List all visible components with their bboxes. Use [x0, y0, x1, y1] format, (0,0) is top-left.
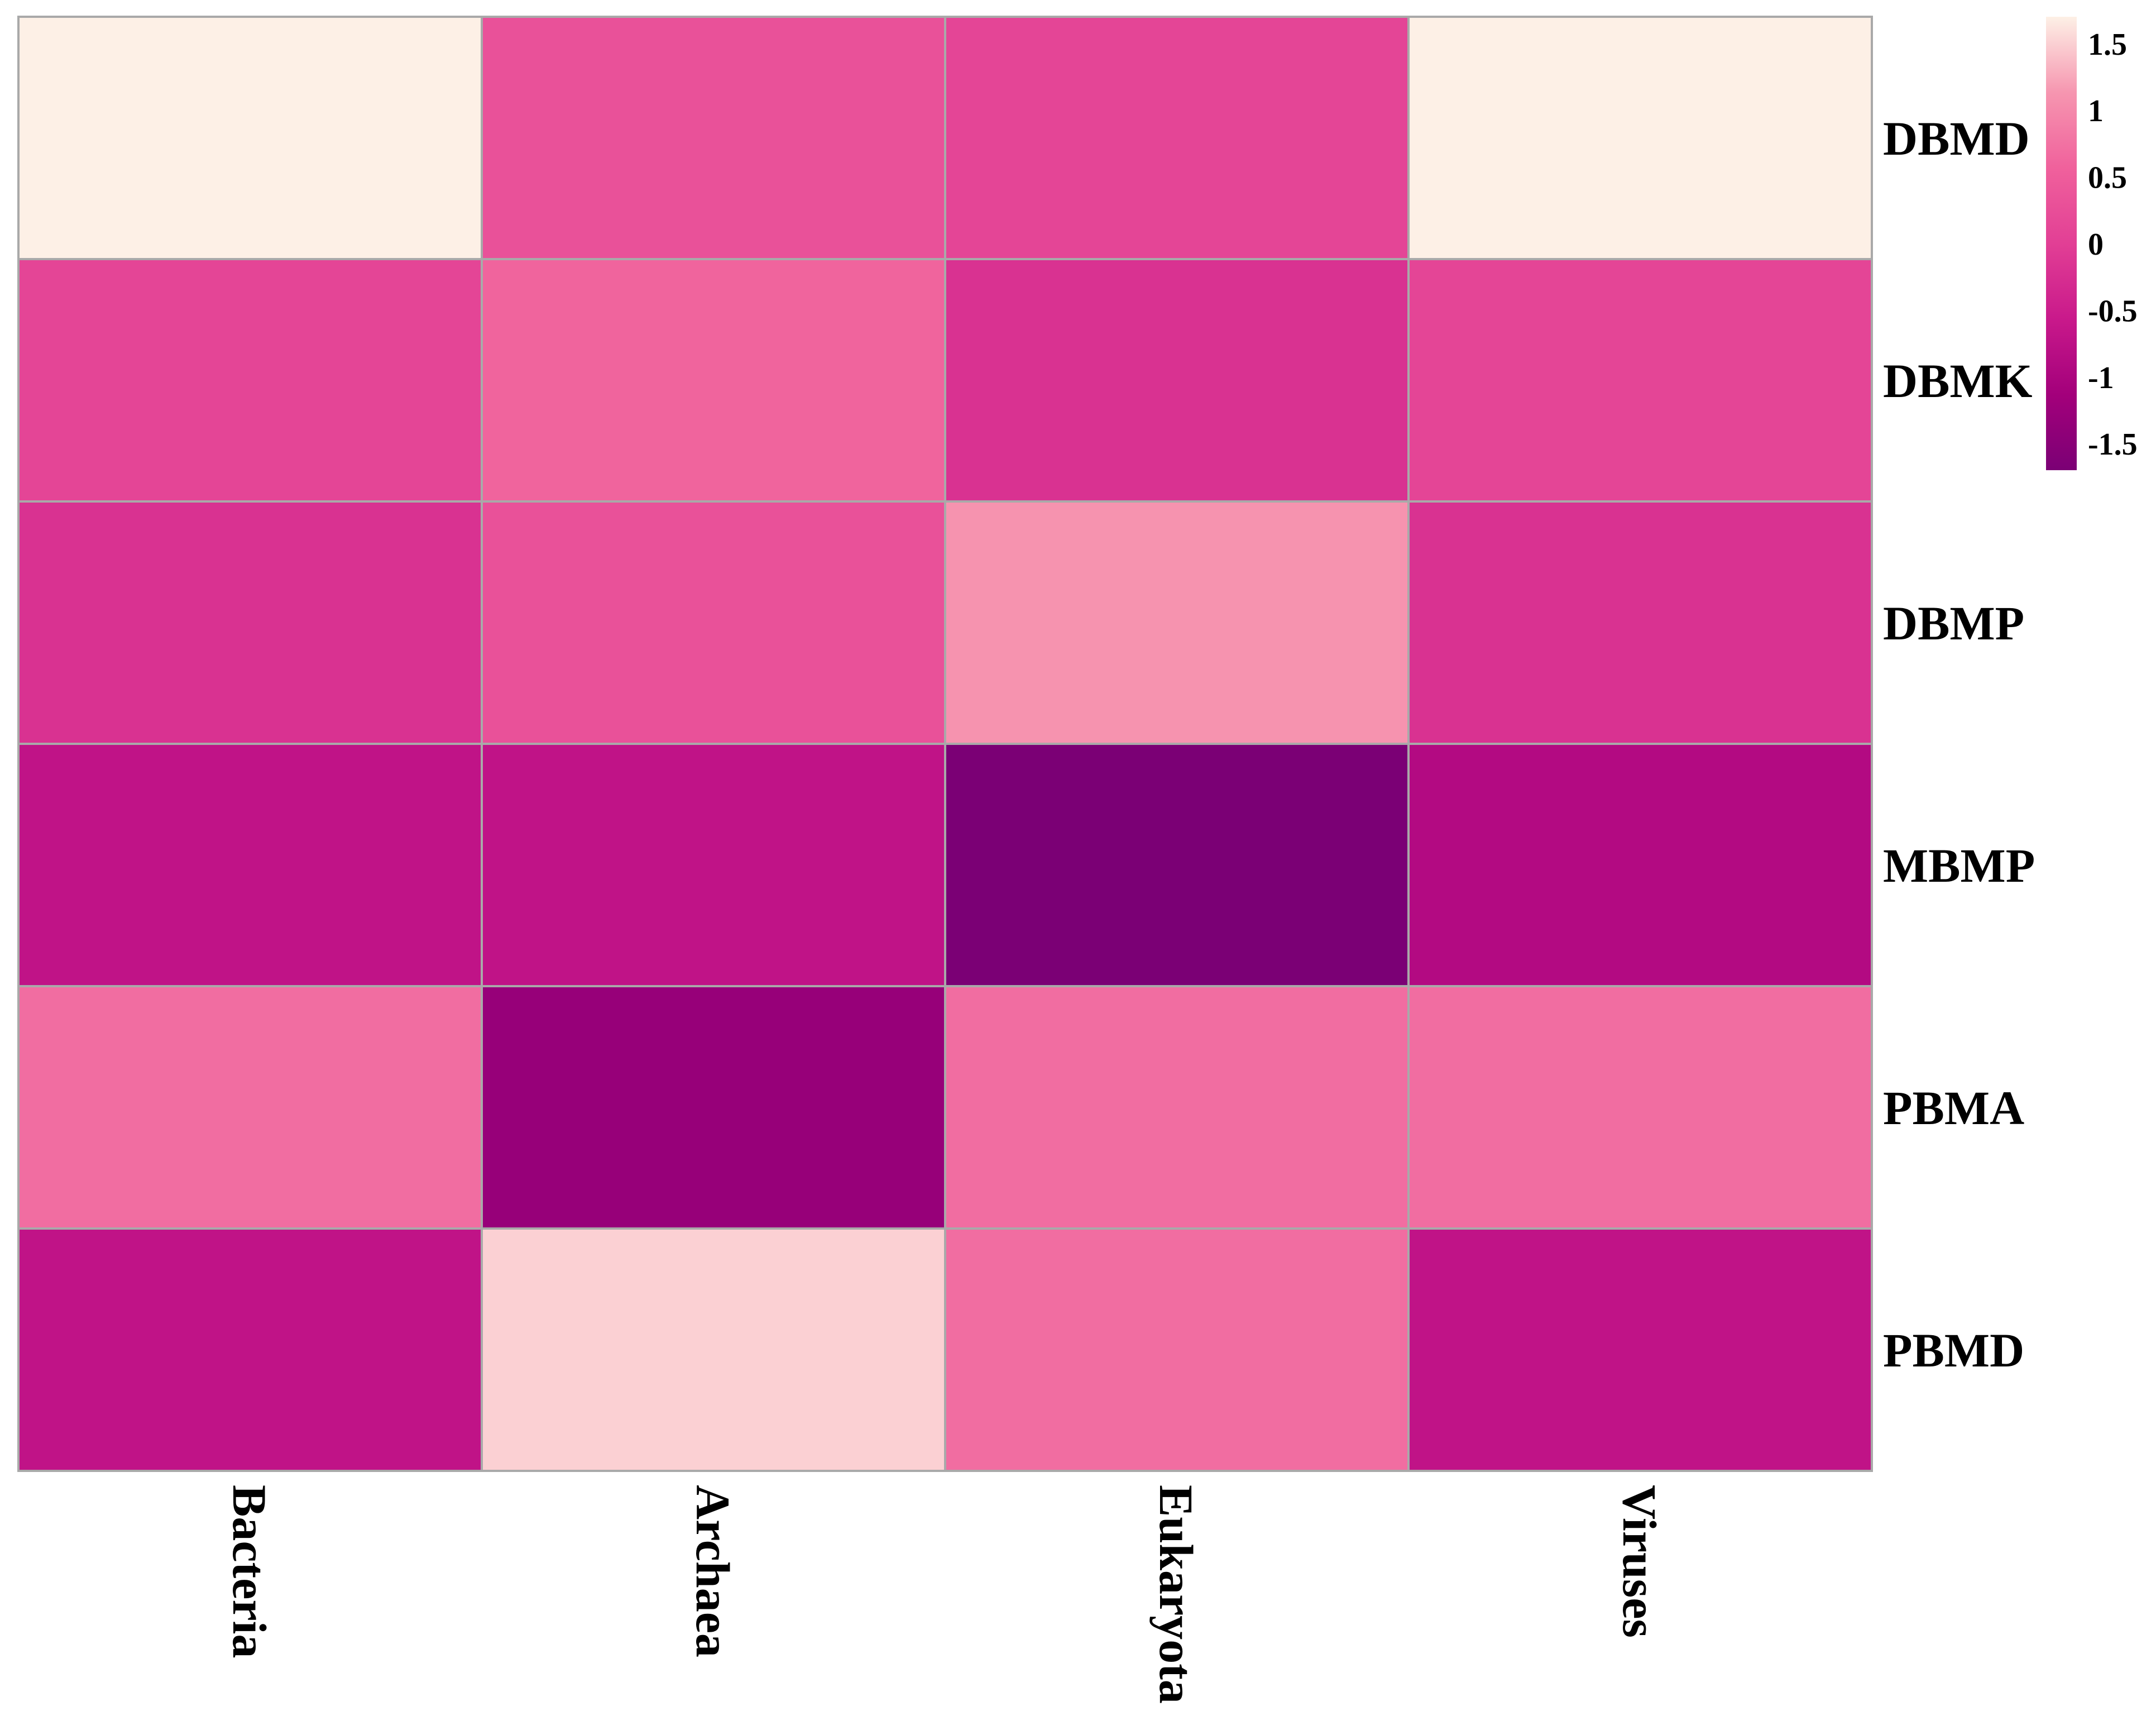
heatmap-cell-pbma-eukaryota	[944, 985, 1410, 1230]
heatmap-cell-dbmp-viruses	[1407, 500, 1873, 745]
color-legend-ticks: 1.5 1 0.5 0 -0.5 -1 -1.5	[2088, 27, 2138, 462]
heatmap-cell-dbmp-eukaryota	[944, 500, 1410, 745]
heatmap-cell-dbmk-bacteria	[17, 258, 483, 503]
heatmap-cell-mbmp-bacteria	[17, 743, 483, 987]
heatmap-cell-pbmd-viruses	[1407, 1227, 1873, 1472]
color-legend-tick: 0	[2088, 227, 2104, 262]
heatmap-cell-pbma-bacteria	[17, 985, 483, 1230]
heatmap-cell-dbmd-eukaryota	[944, 16, 1410, 260]
color-legend-tick: -0.5	[2088, 294, 2138, 328]
heatmap-cell-dbmk-eukaryota	[944, 258, 1410, 503]
color-legend: 1.5 1 0.5 0 -0.5 -1 -1.5	[2046, 17, 2138, 470]
heatmap-cell-dbmd-bacteria	[17, 16, 483, 260]
row-label-dbmd: DBMD	[1883, 112, 2030, 165]
row-label-mbmp: MBMP	[1883, 839, 2035, 892]
color-legend-tick: -1	[2088, 361, 2114, 395]
heatmap-cell-dbmk-archaea	[481, 258, 946, 503]
color-legend-tick: 1	[2088, 94, 2104, 128]
heatmap-cell-pbma-archaea	[481, 985, 946, 1230]
heatmap-cell-dbmk-viruses	[1407, 258, 1873, 503]
column-label-bacteria: Bacteria	[223, 1485, 276, 1658]
heatmap-cell-pbma-viruses	[1407, 985, 1873, 1230]
color-legend-tick: 0.5	[2088, 161, 2127, 195]
row-label-pbmd: PBMD	[1883, 1323, 2024, 1377]
heatmap-cells	[17, 16, 1873, 1472]
color-legend-bar	[2046, 17, 2077, 470]
heatmap-cell-dbmd-archaea	[481, 16, 946, 260]
row-label-pbma: PBMA	[1883, 1081, 2024, 1135]
heatmap-cell-dbmd-viruses	[1407, 16, 1873, 260]
color-legend-tick: 1.5	[2088, 27, 2127, 62]
column-labels: Bacteria Archaea Eukaryota Viruses	[223, 1485, 1666, 1704]
heatmap-cell-pbmd-eukaryota	[944, 1227, 1410, 1472]
heatmap-cell-dbmp-bacteria	[17, 500, 483, 745]
column-label-eukaryota: Eukaryota	[1149, 1485, 1203, 1704]
column-label-viruses: Viruses	[1613, 1485, 1666, 1638]
heatmap-cell-mbmp-eukaryota	[944, 743, 1410, 987]
column-label-archaea: Archaea	[686, 1485, 740, 1657]
color-legend-tick: -1.5	[2088, 427, 2138, 462]
heatmap-cell-dbmp-archaea	[481, 500, 946, 745]
heatmap-cell-pbmd-archaea	[481, 1227, 946, 1472]
row-label-dbmk: DBMK	[1883, 354, 2033, 408]
row-label-dbmp: DBMP	[1883, 596, 2024, 650]
heatmap-cell-pbmd-bacteria	[17, 1227, 483, 1472]
heatmap-cell-mbmp-viruses	[1407, 743, 1873, 987]
row-labels: DBMD DBMK DBMP MBMP PBMA PBMD	[1883, 112, 2035, 1377]
heatmap-cell-mbmp-archaea	[481, 743, 946, 987]
